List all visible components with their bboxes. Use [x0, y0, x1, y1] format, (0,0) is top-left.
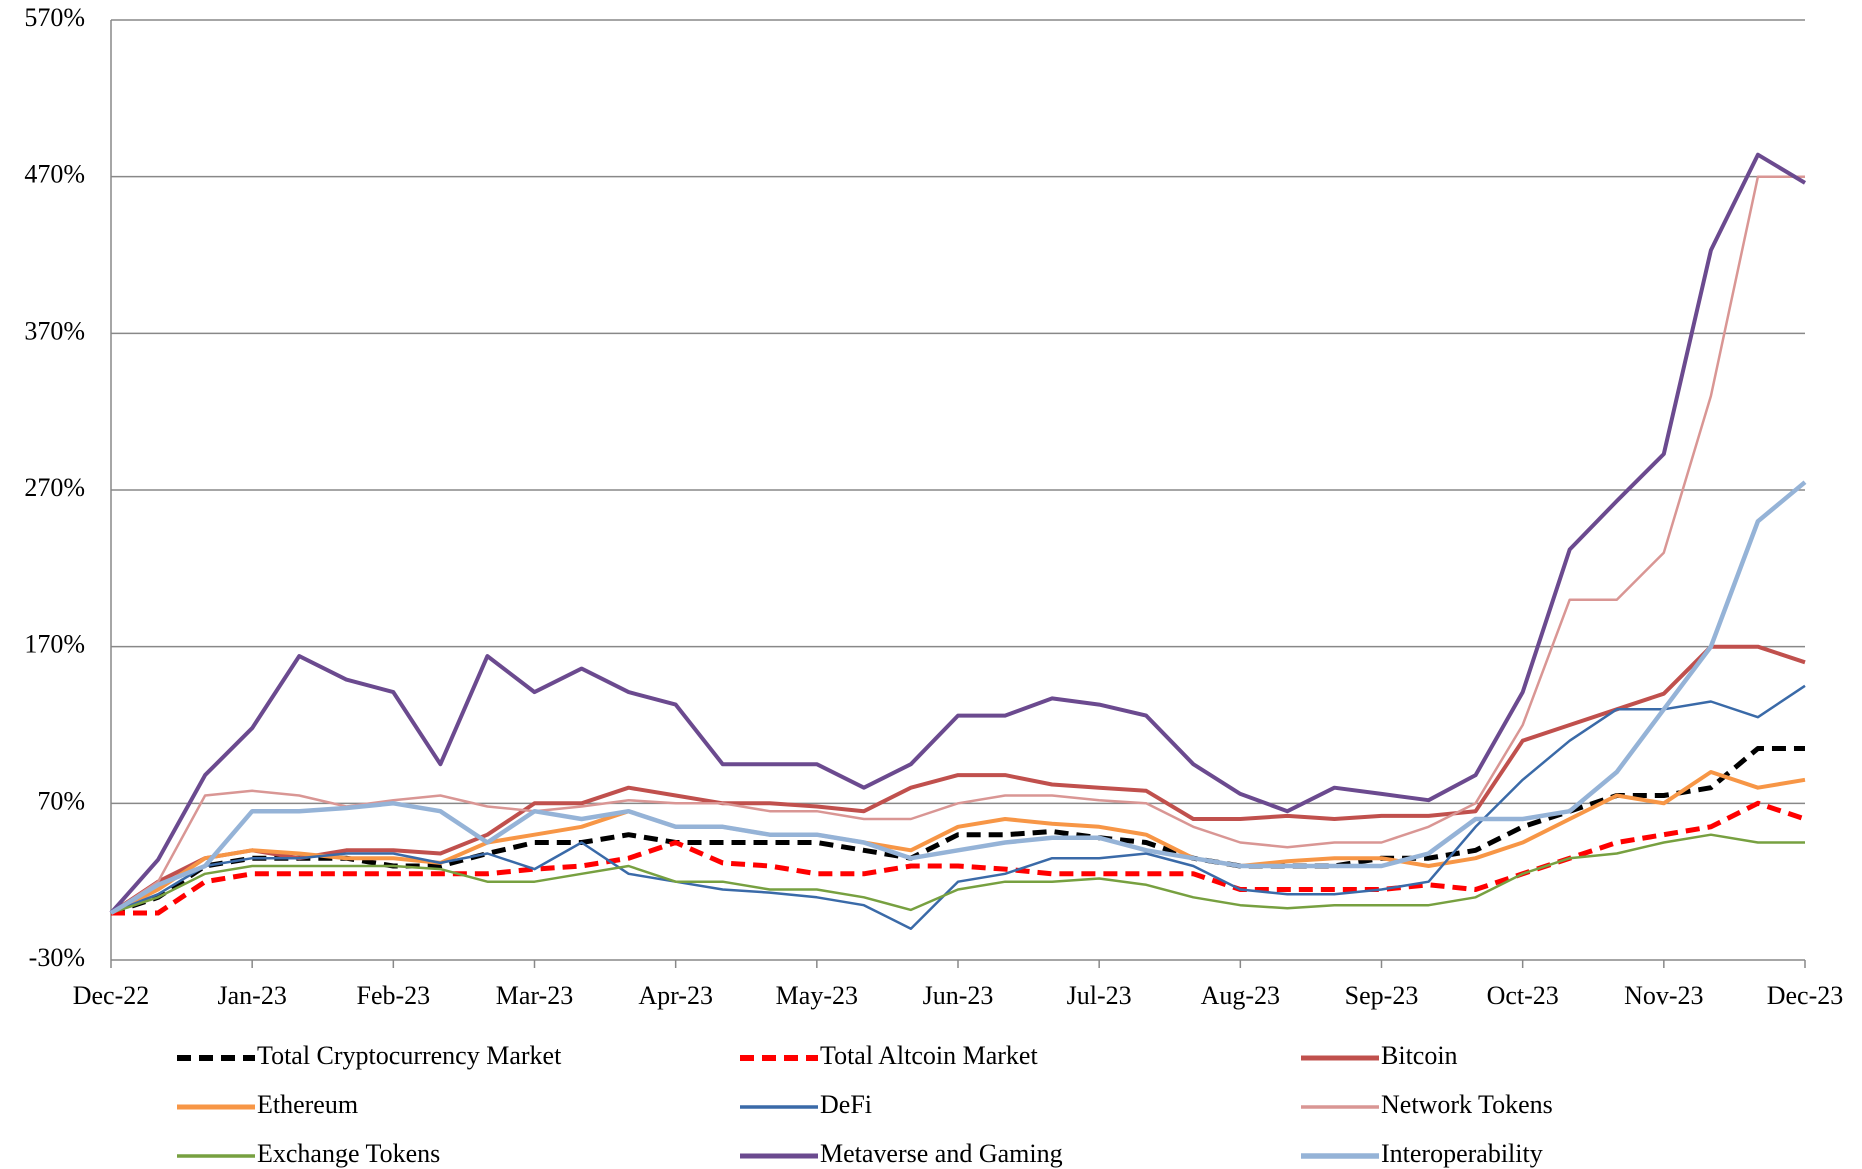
- series-line: [110, 175, 1805, 915]
- x-tick-label: Jan-23: [218, 981, 287, 1010]
- legend-label: Total Cryptocurrency Market: [257, 1041, 562, 1070]
- x-tick-label: Dec-23: [1767, 981, 1844, 1010]
- x-tick-label: Apr-23: [638, 981, 713, 1010]
- x-tick-label: Mar-23: [496, 981, 573, 1010]
- y-tick-label: 270%: [24, 473, 85, 502]
- y-tick-label: 170%: [24, 630, 85, 659]
- series-line: [109, 480, 1807, 915]
- series-line: [110, 684, 1806, 930]
- x-tick-label: Aug-23: [1201, 981, 1280, 1010]
- x-tick-label: Feb-23: [356, 981, 430, 1010]
- legend-label: Exchange Tokens: [257, 1139, 440, 1168]
- y-tick-label: 570%: [24, 3, 85, 32]
- x-tick-label: Dec-22: [73, 981, 150, 1010]
- series-line: [110, 833, 1805, 915]
- x-tick-label: Nov-23: [1624, 981, 1703, 1010]
- series-line: [109, 152, 1807, 915]
- y-tick-label: 70%: [37, 786, 85, 815]
- x-tick-label: Jul-23: [1067, 981, 1132, 1010]
- legend-label: Bitcoin: [1381, 1041, 1458, 1070]
- x-tick-label: Sep-23: [1345, 981, 1419, 1010]
- legend-label: Total Altcoin Market: [820, 1041, 1038, 1070]
- series-line: [110, 770, 1806, 915]
- legend-label: Metaverse and Gaming: [820, 1139, 1063, 1168]
- legend-label: DeFi: [820, 1090, 872, 1119]
- x-tick-label: Jun-23: [923, 981, 994, 1010]
- legend-label: Network Tokens: [1381, 1090, 1553, 1119]
- y-tick-label: 370%: [24, 316, 85, 345]
- series-line: [109, 644, 1806, 915]
- y-tick-label: -30%: [29, 943, 85, 972]
- x-tick-label: Oct-23: [1487, 981, 1559, 1010]
- legend-label: Ethereum: [257, 1090, 358, 1119]
- legend-label: Interoperability: [1381, 1139, 1543, 1168]
- y-tick-label: 470%: [24, 160, 85, 189]
- x-tick-label: May-23: [776, 981, 858, 1010]
